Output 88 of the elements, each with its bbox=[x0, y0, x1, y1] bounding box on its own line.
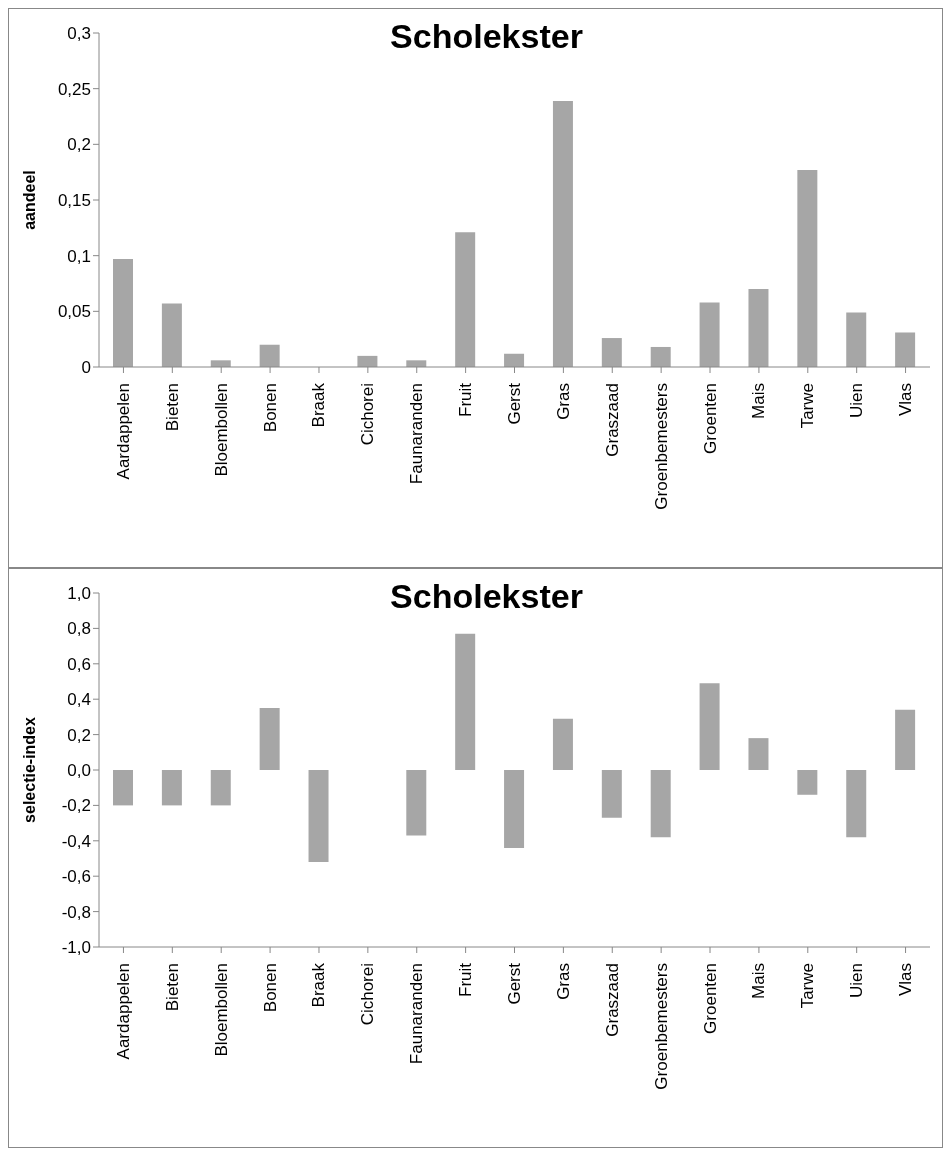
y-tick-label: 0,2 bbox=[67, 135, 91, 155]
x-tick-label: Vlas bbox=[896, 963, 916, 997]
x-tick-label: Uien bbox=[847, 383, 867, 418]
x-tick-label: Tarwe bbox=[798, 963, 818, 1009]
x-tick-label: Gerst bbox=[505, 962, 524, 1005]
y-tick-label: -0,8 bbox=[61, 902, 91, 922]
y-tick-label: 0,2 bbox=[67, 725, 91, 745]
x-tick-label: Faunaranden bbox=[407, 963, 427, 1065]
y-tick-label: 0 bbox=[81, 358, 91, 378]
bar bbox=[504, 770, 525, 848]
bar bbox=[748, 738, 769, 770]
bar bbox=[846, 312, 867, 367]
bar bbox=[161, 770, 182, 806]
x-tick-label: Gerst bbox=[505, 382, 524, 425]
y-tick-label: 1,0 bbox=[67, 584, 91, 604]
x-tick-label: Groenbemesters bbox=[651, 963, 671, 1090]
y-axis-title: aandeel bbox=[20, 170, 38, 230]
bar bbox=[406, 770, 427, 836]
x-tick-label: Gras bbox=[553, 963, 573, 1000]
chart-title: Scholekster bbox=[390, 17, 583, 55]
bar bbox=[895, 332, 916, 367]
y-axis-title: selectie-index bbox=[20, 716, 38, 823]
x-tick-label: Braak bbox=[309, 382, 329, 428]
bar bbox=[601, 338, 622, 367]
x-tick-label: Tarwe bbox=[798, 383, 818, 429]
bar bbox=[210, 770, 231, 806]
x-tick-label: Groenbemesters bbox=[651, 383, 671, 510]
x-tick-label: Graszaad bbox=[602, 963, 622, 1037]
bar bbox=[259, 708, 280, 770]
x-tick-label: Bieten bbox=[162, 963, 182, 1012]
y-tick-label: 0,15 bbox=[57, 191, 91, 211]
x-tick-label: Mais bbox=[749, 383, 769, 419]
bar bbox=[846, 770, 867, 838]
x-tick-label: Gras bbox=[553, 383, 573, 420]
x-tick-label: Fruit bbox=[456, 962, 476, 997]
bar bbox=[406, 360, 427, 367]
x-tick-label: Bloembollen bbox=[211, 383, 231, 477]
y-tick-label: 0,1 bbox=[67, 246, 91, 266]
x-tick-label: Bonen bbox=[260, 383, 280, 433]
bar bbox=[650, 770, 671, 838]
bar bbox=[113, 770, 133, 806]
x-tick-label: Faunaranden bbox=[407, 383, 427, 485]
bar bbox=[504, 353, 525, 367]
y-tick-label: -1,0 bbox=[61, 938, 91, 958]
bar bbox=[113, 259, 133, 367]
bar bbox=[259, 344, 280, 367]
bar bbox=[650, 346, 671, 367]
x-tick-label: Vlas bbox=[896, 383, 916, 417]
y-tick-label: 0,0 bbox=[67, 761, 91, 781]
x-tick-label: Braak bbox=[309, 962, 329, 1008]
bar bbox=[552, 718, 573, 770]
bar bbox=[308, 770, 329, 863]
y-tick-label: 0,8 bbox=[67, 619, 91, 639]
bar bbox=[601, 770, 622, 818]
bar bbox=[161, 303, 182, 367]
y-tick-label: 0,3 bbox=[67, 24, 91, 44]
x-tick-label: Groenten bbox=[700, 963, 720, 1034]
y-tick-label: -0,6 bbox=[61, 867, 91, 887]
bar bbox=[699, 302, 720, 367]
x-tick-label: Cichorei bbox=[358, 963, 378, 1026]
y-tick-label: 0,05 bbox=[57, 302, 91, 322]
bar bbox=[748, 289, 769, 367]
bar bbox=[357, 355, 378, 367]
bar bbox=[797, 770, 818, 795]
x-tick-label: Mais bbox=[749, 963, 769, 999]
x-tick-label: Aardappelen bbox=[113, 963, 133, 1060]
x-tick-label: Graszaad bbox=[602, 383, 622, 457]
x-tick-label: Fruit bbox=[456, 382, 476, 417]
x-tick-label: Bonen bbox=[260, 963, 280, 1013]
bar bbox=[210, 360, 231, 367]
y-tick-label: 0,6 bbox=[67, 654, 91, 674]
bar bbox=[797, 169, 818, 367]
x-tick-label: Bloembollen bbox=[211, 963, 231, 1057]
y-tick-label: 0,25 bbox=[57, 79, 91, 99]
bar bbox=[455, 633, 476, 770]
bar bbox=[895, 709, 916, 770]
y-tick-label: -0,4 bbox=[61, 831, 91, 851]
chart-title: Scholekster bbox=[390, 577, 583, 615]
y-tick-label: -0,2 bbox=[61, 796, 91, 816]
bar bbox=[699, 683, 720, 770]
x-tick-label: Groenten bbox=[700, 383, 720, 454]
y-tick-label: 0,4 bbox=[67, 690, 91, 710]
x-tick-label: Uien bbox=[847, 963, 867, 998]
bar bbox=[552, 100, 573, 367]
x-tick-label: Bieten bbox=[162, 383, 182, 432]
x-tick-label: Aardappelen bbox=[113, 383, 133, 480]
x-tick-label: Cichorei bbox=[358, 383, 378, 446]
bar bbox=[455, 232, 476, 367]
